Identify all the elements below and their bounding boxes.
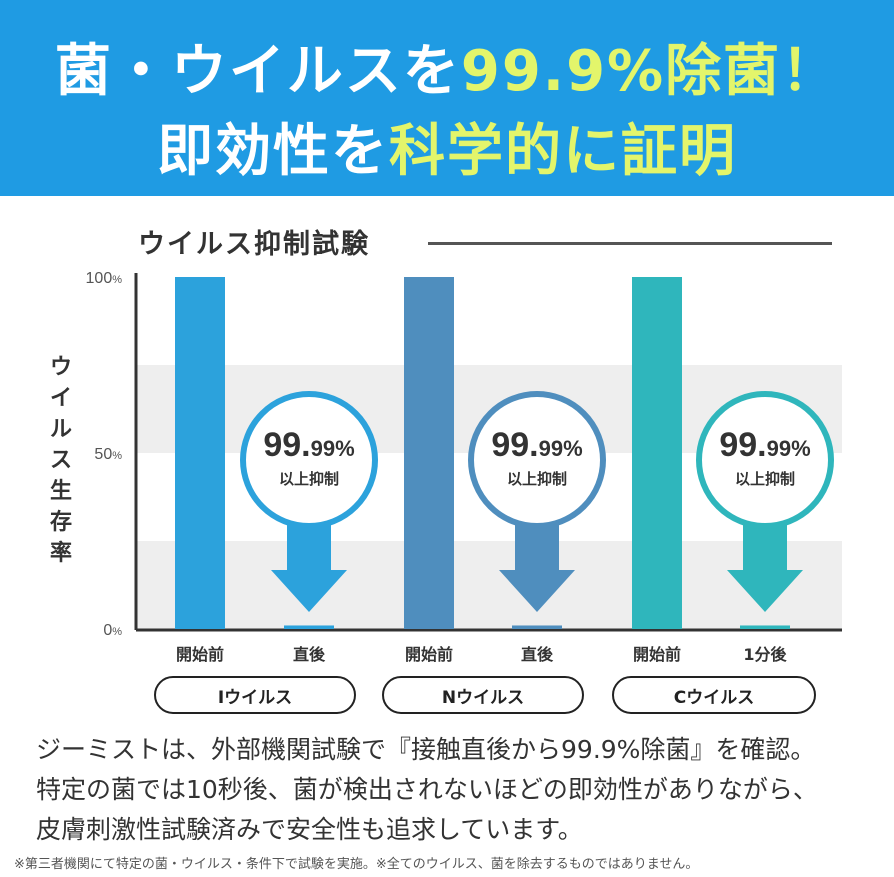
section-title-rule bbox=[428, 242, 832, 245]
x-tick-label: 開始前 bbox=[633, 645, 681, 664]
y-axis-label: ウイルス生存率 bbox=[49, 355, 72, 566]
y-tick-label: 100% bbox=[86, 270, 123, 287]
bar bbox=[284, 625, 334, 629]
reduction-arrow bbox=[499, 500, 575, 612]
group-label-i-virus: Iウイルス bbox=[154, 676, 356, 714]
y-tick-label: 50% bbox=[94, 446, 122, 463]
badge-text: 以上抑制 bbox=[735, 470, 795, 488]
headline-line-1: 菌・ウイルスを99.9%除菌！ bbox=[0, 26, 894, 107]
description: ジーミストは、外部機関試験で『接触直後から99.9%除菌』を確認。 特定の菌では… bbox=[36, 730, 876, 850]
headline-line-2-highlight: 科学的に証明 bbox=[389, 119, 737, 184]
reduction-arrow bbox=[271, 500, 347, 612]
headline-line-1-highlight: 99.9%除菌！ bbox=[460, 39, 840, 104]
headline-line-2: 即効性を科学的に証明 bbox=[0, 106, 894, 187]
reduction-badge bbox=[468, 391, 606, 529]
y-tick-label: 0% bbox=[103, 622, 122, 639]
x-tick-label: 1分後 bbox=[743, 645, 787, 664]
section-title: ウイルス抑制試験 bbox=[138, 229, 370, 260]
group-label-c-virus: Cウイルス bbox=[612, 676, 816, 714]
badge-value: 99.99% bbox=[719, 426, 810, 464]
footnote: ※第三者機関にて特定の菌・ウイルス・条件下で試験を実施。※全てのウイルス、菌を除… bbox=[14, 857, 699, 872]
description-line: 皮膚刺激性試験済みで安全性も追求しています。 bbox=[36, 815, 583, 844]
badge-text: 以上抑制 bbox=[507, 470, 567, 488]
x-tick-label: 開始前 bbox=[176, 645, 224, 664]
reduction-badge bbox=[696, 391, 834, 529]
reduction-arrow bbox=[727, 500, 803, 612]
bar bbox=[740, 625, 790, 629]
bar bbox=[632, 277, 682, 629]
description-line: ジーミストは、外部機関試験で『接触直後から99.9%除菌』を確認。 bbox=[36, 735, 816, 764]
headline-banner: 菌・ウイルスを99.9%除菌！ 即効性を科学的に証明 bbox=[0, 0, 894, 196]
badge-value: 99.99% bbox=[263, 426, 354, 464]
headline-line-2-text: 即効性を bbox=[157, 119, 389, 184]
reduction-badge bbox=[240, 391, 378, 529]
badge-text: 以上抑制 bbox=[279, 470, 339, 488]
x-tick-label: 開始前 bbox=[405, 645, 453, 664]
x-tick-label: 直後 bbox=[521, 645, 554, 664]
headline-line-1-text: 菌・ウイルスを bbox=[54, 39, 461, 104]
group-label-n-virus: Nウイルス bbox=[382, 676, 584, 714]
bar bbox=[404, 277, 454, 629]
x-tick-label: 直後 bbox=[293, 645, 326, 664]
bar bbox=[175, 277, 225, 629]
grid-band bbox=[136, 541, 842, 629]
description-line: 特定の菌では10秒後、菌が検出されないほどの即効性がありながら、 bbox=[36, 775, 818, 804]
bar bbox=[512, 625, 562, 629]
badge-value: 99.99% bbox=[491, 426, 582, 464]
